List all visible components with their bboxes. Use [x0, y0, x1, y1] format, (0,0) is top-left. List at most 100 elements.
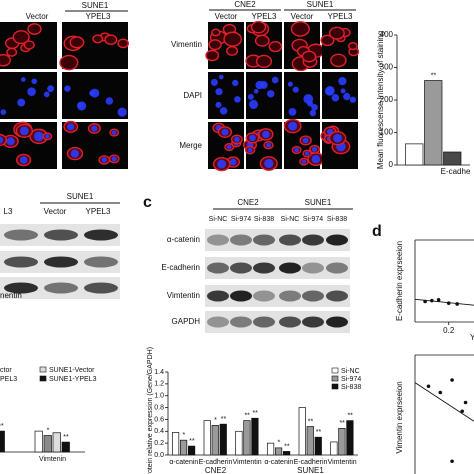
- row-label: Vimtentin: [167, 291, 200, 300]
- nucleus: [0, 136, 4, 144]
- nucleus: [47, 85, 54, 93]
- cell: [117, 38, 130, 49]
- group-label: SUNE1: [67, 192, 94, 201]
- blot-band: [279, 316, 301, 328]
- bar: [219, 423, 227, 456]
- nucleus: [249, 134, 256, 142]
- nucleus: [259, 81, 268, 89]
- cell: [205, 49, 220, 62]
- nucleus: [294, 147, 300, 153]
- bar: [443, 151, 462, 166]
- nucleus: [247, 93, 254, 100]
- cell: [12, 30, 30, 45]
- blot-band: [279, 290, 301, 302]
- x-tick-label: E-cadhe: [441, 167, 471, 176]
- blot-band: [44, 229, 78, 241]
- nucleus: [111, 156, 117, 162]
- panel-label: c: [143, 194, 152, 211]
- cell: [104, 34, 118, 46]
- x-tick-label: α-catenin: [264, 459, 293, 466]
- blot-band: [230, 234, 252, 246]
- blot-band: [207, 290, 229, 302]
- blot-band: [4, 256, 38, 268]
- nucleus: [247, 147, 253, 153]
- blot-strip: [205, 229, 350, 251]
- micrograph: [0, 22, 57, 69]
- blot-band: [253, 234, 275, 246]
- significance: *: [214, 417, 217, 424]
- blot-band: [279, 262, 301, 274]
- cell: [255, 54, 273, 68]
- bar: [52, 432, 61, 453]
- x-tick-label: E-cadherin: [199, 459, 233, 466]
- x-tick-label: Vimtentin: [328, 459, 357, 466]
- cell: [268, 41, 283, 53]
- blot-band: [326, 290, 348, 302]
- legend-swatch: [331, 383, 339, 390]
- nucleus: [311, 146, 318, 152]
- nucleus: [349, 96, 357, 103]
- nucleus: [70, 149, 80, 158]
- blot-band: [302, 290, 324, 302]
- significance: **: [431, 72, 437, 79]
- x-tick-label: 0.2: [443, 326, 455, 335]
- nucleus: [33, 131, 44, 142]
- micrograph: [320, 122, 358, 169]
- row-label: E-cadherin: [161, 263, 200, 272]
- significance: **: [189, 438, 195, 445]
- significance: **: [347, 412, 353, 419]
- significance: *: [47, 427, 50, 434]
- column-label: Vector: [26, 12, 49, 21]
- cell: [254, 34, 270, 47]
- nucleus: [64, 85, 71, 92]
- trend-line: [414, 298, 474, 306]
- nucleus: [331, 93, 340, 102]
- nucleus: [325, 85, 335, 96]
- nucleus: [292, 86, 299, 93]
- y-tick-label: 1.0: [154, 393, 164, 400]
- nucleus: [309, 109, 317, 117]
- column-label: Vector: [44, 207, 67, 216]
- nucleus: [210, 78, 218, 86]
- nucleus: [271, 76, 279, 84]
- bar: [274, 447, 283, 456]
- micrograph: [283, 118, 325, 169]
- nucleus: [111, 130, 117, 135]
- cell: [290, 21, 310, 37]
- nucleus: [89, 90, 96, 97]
- column-label: Si-838: [254, 216, 274, 223]
- nucleus: [262, 130, 270, 139]
- y-tick-label: 200: [380, 95, 394, 104]
- nucleus: [105, 97, 114, 105]
- column-label: YPEL3: [86, 207, 111, 216]
- blot-band: [230, 316, 252, 328]
- significance: **: [252, 410, 258, 417]
- row-label: DAPI: [183, 91, 202, 100]
- significance: **: [339, 420, 345, 427]
- y-tick-label: 0.4: [154, 428, 164, 435]
- nucleus: [266, 142, 271, 148]
- bar: [171, 432, 180, 456]
- cell: [0, 54, 11, 67]
- y-tick-label: 0.0: [154, 452, 164, 459]
- nucleus: [340, 88, 346, 94]
- significance: **: [244, 412, 250, 419]
- blot-band: [207, 316, 229, 328]
- nucleus: [218, 74, 224, 80]
- cell: [347, 42, 358, 51]
- nucleus: [249, 99, 259, 109]
- significance: **: [221, 416, 227, 423]
- blot-band: [326, 262, 348, 274]
- bar: [330, 441, 338, 456]
- legend-label: Si-974: [341, 376, 361, 383]
- group-label: CNE2: [205, 466, 227, 474]
- micrograph: [320, 22, 360, 69]
- significance: **: [0, 423, 4, 430]
- y-axis-label: Protein relative expression (Gene/GAPDH): [147, 347, 154, 474]
- cell: [27, 23, 42, 35]
- micrograph: [322, 72, 358, 119]
- nucleus: [233, 136, 240, 143]
- cell: [208, 39, 222, 51]
- x-tick-label: α-catenin: [169, 459, 198, 466]
- nucleus: [67, 123, 75, 131]
